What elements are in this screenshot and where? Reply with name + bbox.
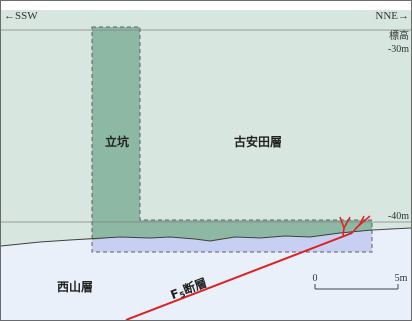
direction-right: NNE→ (375, 10, 409, 22)
lower-formation-label: 西山層 (57, 279, 93, 294)
upper-formation-area (1, 10, 411, 246)
elevation-bottom-value: -40m (388, 211, 409, 222)
shaft-area (92, 27, 372, 241)
fault-line (125, 232, 353, 321)
upper-formation-label: 古安田層 (234, 134, 282, 149)
scale-bar (314, 284, 399, 290)
fault-label-subscript: 5 (178, 290, 187, 301)
elevation-label: 標高 (389, 29, 409, 42)
excavation-zone (92, 230, 372, 252)
formation-boundary (0, 227, 412, 247)
excavation-outline (91, 26, 373, 253)
scale-end-label: 5m (395, 273, 408, 284)
direction-left: ←SSW (4, 10, 38, 22)
shaft-label: 立坑 (105, 134, 129, 149)
scale-start-label: 0 (313, 273, 318, 284)
elevation-top-value: -30m (388, 44, 409, 55)
fault-splay-marks (339, 215, 371, 237)
